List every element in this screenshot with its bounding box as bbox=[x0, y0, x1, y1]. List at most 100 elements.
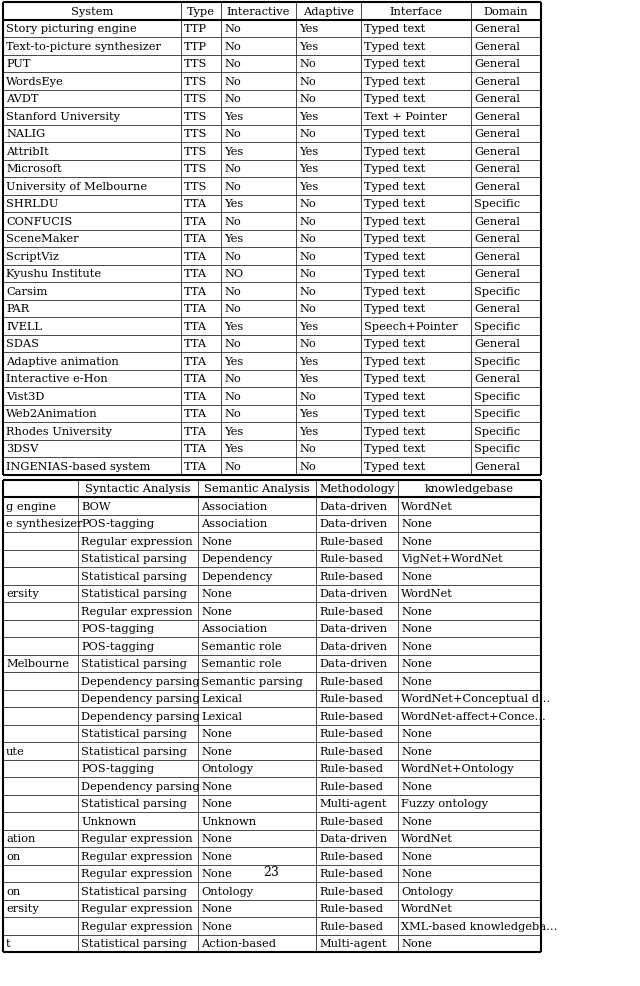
Text: No: No bbox=[224, 391, 241, 401]
Text: 23: 23 bbox=[263, 865, 279, 878]
Text: None: None bbox=[201, 833, 232, 843]
Text: No: No bbox=[224, 217, 241, 227]
Text: VigNet+WordNet: VigNet+WordNet bbox=[401, 554, 502, 564]
Text: Typed text: Typed text bbox=[364, 269, 425, 279]
Text: Typed text: Typed text bbox=[364, 426, 425, 437]
Text: Rhodes University: Rhodes University bbox=[6, 426, 112, 437]
Text: t: t bbox=[6, 939, 11, 949]
Text: Rule-based: Rule-based bbox=[319, 606, 383, 616]
Text: WordNet: WordNet bbox=[401, 501, 453, 511]
Text: None: None bbox=[401, 729, 432, 739]
Text: Specific: Specific bbox=[474, 391, 520, 401]
Text: XML-based knowledgeba...: XML-based knowledgeba... bbox=[401, 921, 557, 931]
Text: Rule-based: Rule-based bbox=[319, 711, 383, 721]
Text: TTA: TTA bbox=[184, 461, 207, 471]
Text: Regular expression: Regular expression bbox=[81, 536, 193, 546]
Text: Lexical: Lexical bbox=[201, 711, 242, 721]
Text: No: No bbox=[224, 164, 241, 175]
Text: None: None bbox=[201, 781, 232, 791]
Text: Interactive e-Hon: Interactive e-Hon bbox=[6, 374, 108, 384]
Text: Adaptive: Adaptive bbox=[303, 7, 354, 17]
Text: Dependency parsing: Dependency parsing bbox=[81, 676, 200, 686]
Text: TTA: TTA bbox=[184, 444, 207, 454]
Text: NALIG: NALIG bbox=[6, 129, 45, 139]
Text: TTS: TTS bbox=[184, 111, 207, 121]
Text: Data-driven: Data-driven bbox=[319, 589, 387, 599]
Text: Speech+Pointer: Speech+Pointer bbox=[364, 321, 458, 331]
Text: Typed text: Typed text bbox=[364, 217, 425, 227]
Text: None: None bbox=[401, 571, 432, 581]
Text: WordNet+Ontology: WordNet+Ontology bbox=[401, 763, 515, 773]
Text: 3DSV: 3DSV bbox=[6, 444, 38, 454]
Text: General: General bbox=[474, 251, 520, 261]
Text: POS-tagging: POS-tagging bbox=[81, 641, 154, 651]
Text: None: None bbox=[401, 659, 432, 669]
Text: TTA: TTA bbox=[184, 304, 207, 314]
Text: WordNet-affect+Conce...: WordNet-affect+Conce... bbox=[401, 711, 547, 721]
Text: on: on bbox=[6, 885, 20, 896]
Text: INGENIAS-based system: INGENIAS-based system bbox=[6, 461, 150, 471]
Text: TTA: TTA bbox=[184, 409, 207, 419]
Text: Text + Pointer: Text + Pointer bbox=[364, 111, 447, 121]
Text: TTA: TTA bbox=[184, 251, 207, 261]
Text: PUT: PUT bbox=[6, 59, 31, 69]
Text: General: General bbox=[474, 374, 520, 384]
Text: POS-tagging: POS-tagging bbox=[81, 623, 154, 634]
Text: No: No bbox=[224, 461, 241, 471]
Text: Yes: Yes bbox=[224, 356, 243, 367]
Text: General: General bbox=[474, 147, 520, 157]
Text: No: No bbox=[224, 129, 241, 139]
Text: Specific: Specific bbox=[474, 199, 520, 209]
Text: Statistical parsing: Statistical parsing bbox=[81, 571, 187, 581]
Text: Yes: Yes bbox=[224, 444, 243, 454]
Text: knowledgebase: knowledgebase bbox=[425, 484, 514, 494]
Text: Rule-based: Rule-based bbox=[319, 693, 383, 704]
Text: POS-tagging: POS-tagging bbox=[81, 519, 154, 528]
Text: BOW: BOW bbox=[81, 501, 111, 511]
Text: No: No bbox=[224, 251, 241, 261]
Text: No: No bbox=[299, 199, 316, 209]
Text: Statistical parsing: Statistical parsing bbox=[81, 554, 187, 564]
Text: TTS: TTS bbox=[184, 59, 207, 69]
Text: TTS: TTS bbox=[184, 94, 207, 105]
Text: No: No bbox=[299, 304, 316, 314]
Text: AttribIt: AttribIt bbox=[6, 147, 49, 157]
Text: None: None bbox=[201, 536, 232, 546]
Text: Typed text: Typed text bbox=[364, 339, 425, 349]
Text: Interface: Interface bbox=[390, 7, 442, 17]
Text: Regular expression: Regular expression bbox=[81, 869, 193, 879]
Text: WordNet: WordNet bbox=[401, 903, 453, 913]
Text: None: None bbox=[401, 606, 432, 616]
Text: Interactive: Interactive bbox=[227, 7, 290, 17]
Text: No: No bbox=[299, 234, 316, 244]
Text: Typed text: Typed text bbox=[364, 374, 425, 384]
Text: Syntactic Analysis: Syntactic Analysis bbox=[85, 484, 191, 494]
Text: None: None bbox=[201, 606, 232, 616]
Text: TTS: TTS bbox=[184, 181, 207, 191]
Text: ersity: ersity bbox=[6, 903, 39, 913]
Text: Data-driven: Data-driven bbox=[319, 519, 387, 528]
Text: No: No bbox=[224, 59, 241, 69]
Text: General: General bbox=[474, 25, 520, 35]
Text: Association: Association bbox=[201, 501, 268, 511]
Text: Yes: Yes bbox=[299, 374, 318, 384]
Text: Rule-based: Rule-based bbox=[319, 676, 383, 686]
Text: No: No bbox=[299, 217, 316, 227]
Text: Yes: Yes bbox=[299, 111, 318, 121]
Text: Unknown: Unknown bbox=[201, 816, 256, 826]
Text: Statistical parsing: Statistical parsing bbox=[81, 939, 187, 949]
Text: WordNet: WordNet bbox=[401, 589, 453, 599]
Text: Rule-based: Rule-based bbox=[319, 921, 383, 931]
Text: Yes: Yes bbox=[299, 321, 318, 331]
Text: Yes: Yes bbox=[299, 181, 318, 191]
Text: Yes: Yes bbox=[299, 147, 318, 157]
Text: No: No bbox=[299, 287, 316, 297]
Text: Yes: Yes bbox=[299, 356, 318, 367]
Text: Typed text: Typed text bbox=[364, 77, 425, 87]
Text: TTS: TTS bbox=[184, 77, 207, 87]
Text: General: General bbox=[474, 339, 520, 349]
Text: Specific: Specific bbox=[474, 426, 520, 437]
Text: No: No bbox=[299, 251, 316, 261]
Text: Specific: Specific bbox=[474, 409, 520, 419]
Text: CONFUCIS: CONFUCIS bbox=[6, 217, 72, 227]
